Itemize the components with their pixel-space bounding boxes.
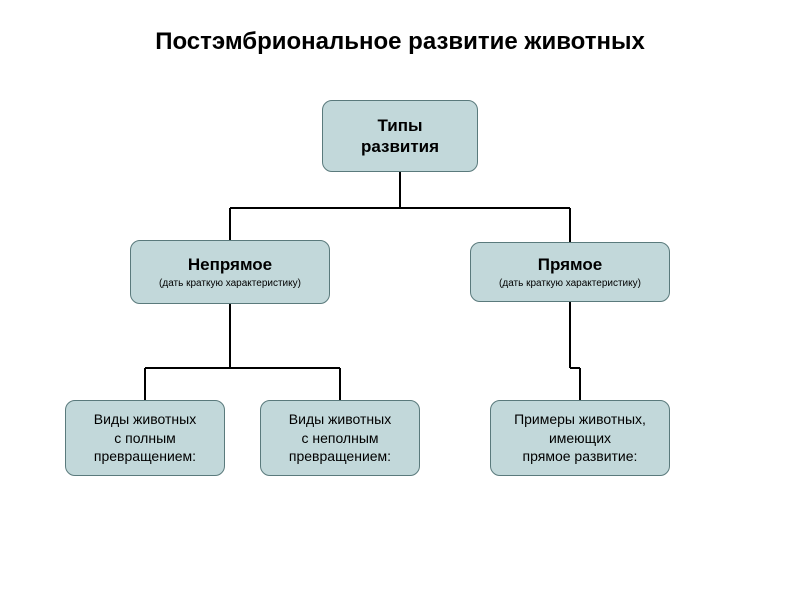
- connector-lines: [0, 0, 800, 600]
- node-indirect: Непрямое (дать краткую характеристику): [130, 240, 330, 304]
- node-direct-examples-label: Примеры животных,имеющихпрямое развитие:: [514, 410, 646, 467]
- diagram-title: Постэмбриональное развитие животных: [0, 0, 800, 56]
- node-indirect-sub: (дать краткую характеристику): [159, 278, 301, 290]
- node-indirect-label: Непрямое: [188, 254, 272, 275]
- node-direct-label: Прямое: [538, 254, 603, 275]
- node-root: Типыразвития: [322, 100, 478, 172]
- node-full-meta-label: Виды животныхс полнымпревращением:: [94, 410, 196, 467]
- node-partial-meta-label: Виды животныхс неполнымпревращением:: [289, 410, 391, 467]
- node-full-metamorphosis: Виды животныхс полнымпревращением:: [65, 400, 225, 476]
- node-partial-metamorphosis: Виды животныхс неполнымпревращением:: [260, 400, 420, 476]
- node-direct-sub: (дать краткую характеристику): [499, 278, 641, 290]
- node-direct-examples: Примеры животных,имеющихпрямое развитие:: [490, 400, 670, 476]
- node-root-label: Типыразвития: [361, 115, 439, 158]
- node-direct: Прямое (дать краткую характеристику): [470, 242, 670, 302]
